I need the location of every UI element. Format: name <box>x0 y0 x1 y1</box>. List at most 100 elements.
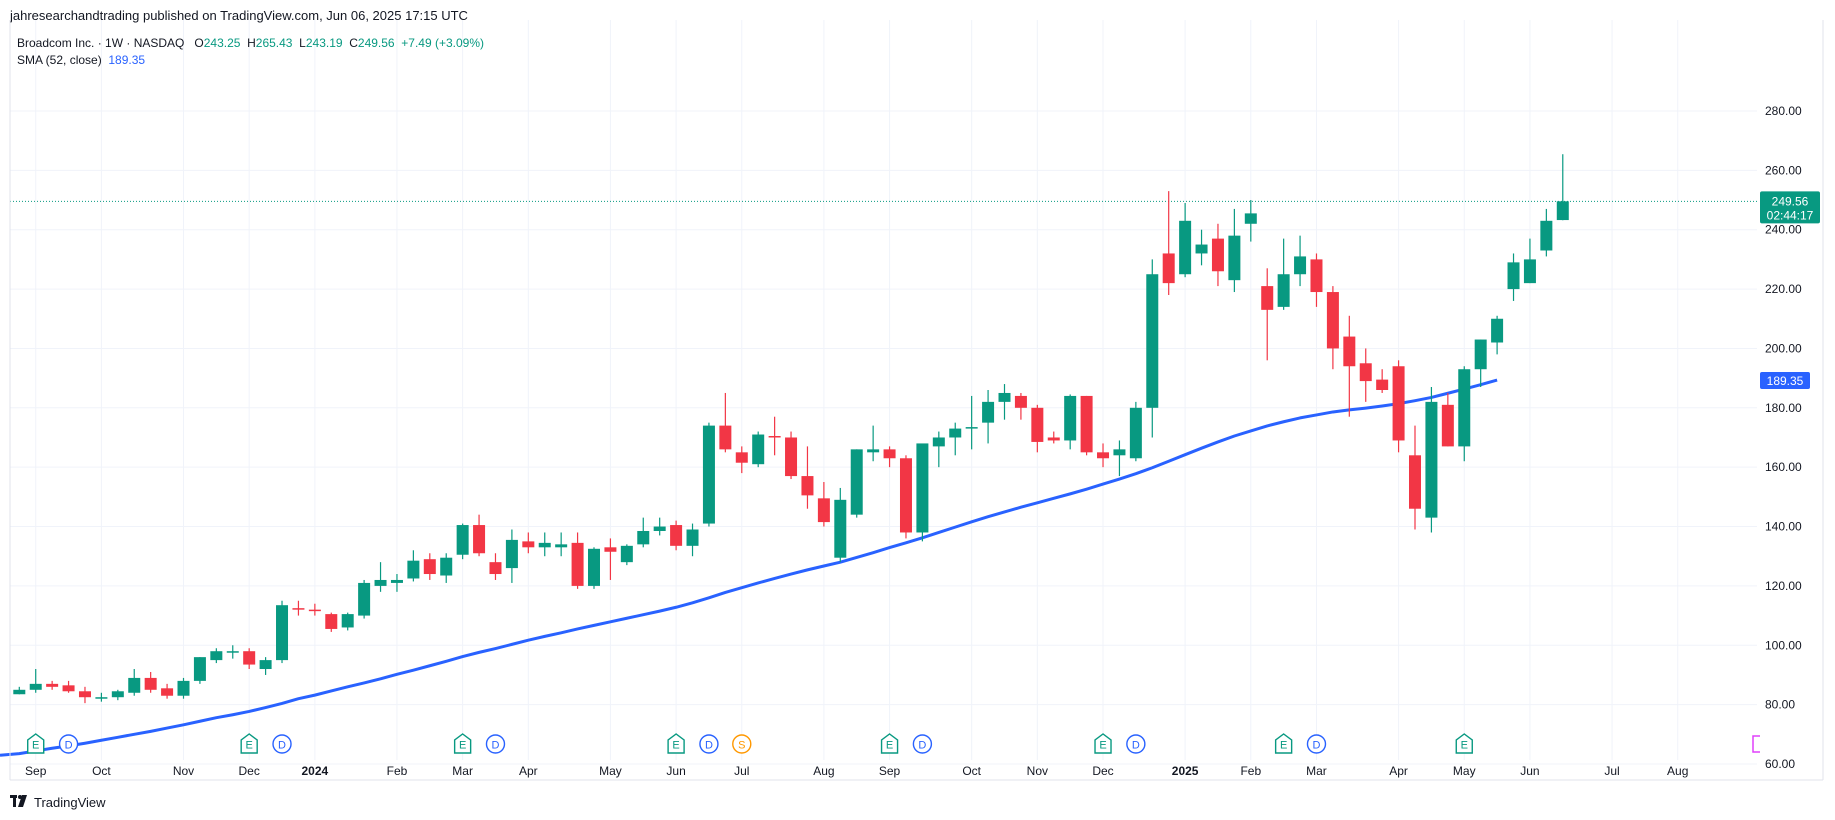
candle-body <box>29 683 42 690</box>
candle <box>883 446 896 468</box>
candle <box>1310 253 1323 307</box>
candle-body <box>949 428 962 438</box>
candles <box>13 154 1569 704</box>
open-label: O <box>194 36 204 50</box>
candle <box>1425 387 1438 533</box>
candle-body <box>1540 220 1553 251</box>
y-tick-label: 220.00 <box>1765 282 1802 296</box>
earnings-icon <box>240 733 258 754</box>
candle <box>949 422 962 456</box>
event-marker-e: E <box>27 733 45 754</box>
y-tick-label: 280.00 <box>1765 104 1802 118</box>
event-marker-d: D <box>272 734 292 754</box>
candle-body <box>785 437 798 477</box>
event-letter: D <box>492 740 500 752</box>
candle <box>620 544 633 566</box>
candle <box>276 600 289 664</box>
candle-body <box>801 476 814 496</box>
candle <box>801 446 814 509</box>
candle <box>719 392 732 453</box>
event-letter: S <box>738 740 745 752</box>
candle-body <box>1294 256 1307 275</box>
candle <box>505 529 518 583</box>
x-tick-label: Aug <box>1667 764 1688 778</box>
candle-body <box>161 688 174 696</box>
candle <box>1211 223 1224 287</box>
event-letter: D <box>65 740 73 752</box>
candle-body <box>440 557 453 576</box>
earnings-icon <box>667 733 685 754</box>
candle <box>932 431 945 468</box>
candle <box>834 487 847 563</box>
candle <box>440 553 453 583</box>
tradingview-logo-text: TradingView <box>34 795 106 810</box>
candle-body <box>1228 235 1241 281</box>
candle-body <box>1491 318 1504 343</box>
candle-body <box>1179 220 1192 275</box>
candle <box>210 648 223 664</box>
candle-body <box>965 427 978 429</box>
candle <box>1261 268 1274 361</box>
candle <box>243 648 256 670</box>
close-label: C <box>349 36 358 50</box>
candle-body <box>128 677 141 693</box>
dividend-icon <box>912 734 933 754</box>
candle <box>1047 431 1060 444</box>
axes: 60.00 80.00 100.00 120.00 140.00 160.00 180.00… <box>9 20 1824 781</box>
earnings-icon <box>880 733 899 754</box>
candle <box>768 416 781 456</box>
candle <box>1014 392 1027 420</box>
candle-body <box>1310 259 1323 293</box>
candle <box>1392 360 1405 453</box>
candle-body <box>637 530 650 545</box>
future-event-icon <box>1752 735 1760 753</box>
candle <box>555 532 568 557</box>
candle <box>1294 235 1307 287</box>
candle-body <box>341 614 354 628</box>
candle-body <box>719 425 732 450</box>
tradingview-logo[interactable]: TradingView <box>10 795 106 810</box>
candle <box>1556 154 1569 221</box>
y-tick-label: 60.00 <box>1765 757 1795 771</box>
x-tick-label: Sep <box>879 764 901 778</box>
earnings-icon <box>1094 733 1112 754</box>
candle <box>1031 404 1044 453</box>
candle-body <box>177 680 190 696</box>
candle-body <box>358 582 371 616</box>
candle-body <box>374 579 387 586</box>
candle <box>407 550 420 582</box>
event-marker-s: S <box>732 734 752 754</box>
event-letter: E <box>1099 740 1106 752</box>
candle-body <box>1244 213 1257 224</box>
x-tick-label: 2025 <box>1172 764 1199 778</box>
candle-body <box>13 689 26 695</box>
dividend-icon <box>272 734 292 754</box>
ohlc-legend-row: Broadcom Inc. · 1W · NASDAQ O243.25 H265… <box>17 35 484 52</box>
candle-body <box>1326 292 1339 349</box>
candle <box>308 603 321 616</box>
symbol-label: Broadcom Inc. · 1W · NASDAQ <box>17 36 185 50</box>
sma-value: 189.35 <box>108 53 146 67</box>
candle <box>1064 394 1077 450</box>
candle-body <box>1211 238 1224 272</box>
candle <box>95 692 108 702</box>
low-label: L <box>299 36 306 50</box>
candle-body <box>620 545 633 563</box>
candle <box>144 671 157 693</box>
candle-body <box>473 525 486 554</box>
dividend-icon <box>1126 734 1146 754</box>
candle-body <box>867 449 880 453</box>
candle-body <box>735 452 748 463</box>
candle <box>1179 202 1192 278</box>
candle-body <box>588 548 600 586</box>
x-tick-label: Dec <box>239 764 260 778</box>
candle-body <box>702 425 715 524</box>
y-tick-label: 140.00 <box>1765 520 1802 534</box>
grid-lines <box>10 20 1757 765</box>
sma-price-tag: 189.35 <box>1760 372 1810 390</box>
candle-body <box>686 529 699 546</box>
candle <box>522 532 535 554</box>
candle <box>1129 401 1142 462</box>
